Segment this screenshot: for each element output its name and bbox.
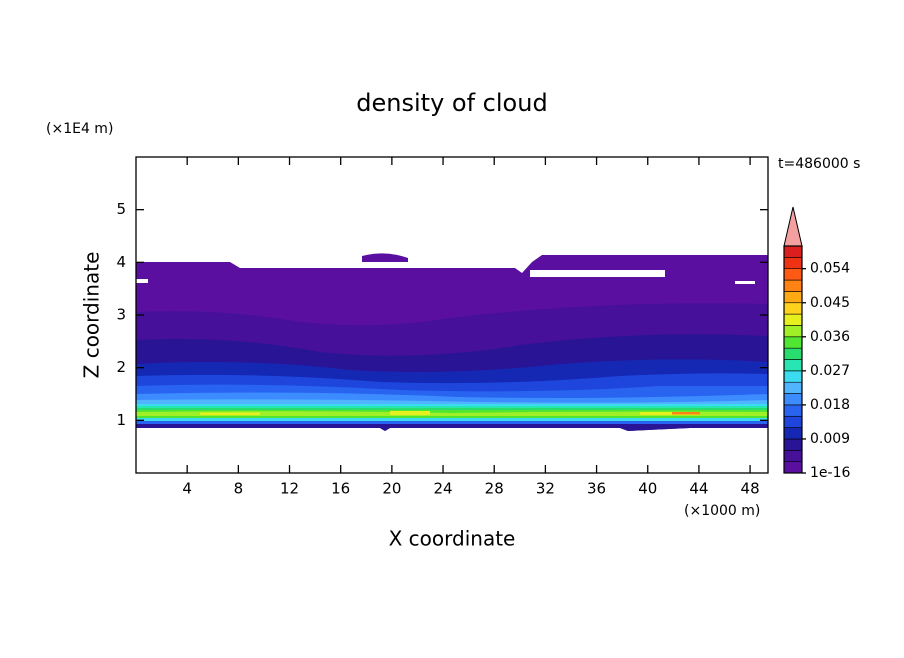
x-tick-label: 8 (234, 480, 244, 498)
cloud-gap (136, 279, 148, 283)
colorbar-segment (783, 415, 803, 428)
y-axis-title: Z coordinate (80, 252, 104, 379)
colorbar-tick-label: 0.054 (810, 261, 850, 277)
y-unit: (×1E4 m) (46, 121, 113, 137)
contour-field (136, 253, 768, 431)
time-label: t=486000 s (778, 156, 860, 172)
colorbar-segment (783, 279, 803, 292)
x-unit: (×1000 m) (684, 503, 760, 519)
x-tick-label: 44 (689, 480, 708, 498)
colorbar-segment (783, 438, 803, 451)
colorbar-segment (783, 461, 803, 474)
y-tick-label: 5 (116, 200, 126, 218)
contour-band (136, 411, 768, 416)
contour-band (136, 424, 768, 431)
colorbar-segment (783, 302, 803, 315)
plot-frame (135, 156, 769, 474)
colorbar-tick-label: 0.018 (810, 397, 850, 413)
colorbar-segment (783, 268, 803, 281)
x-tick-label: 4 (182, 480, 192, 498)
contour-band (672, 412, 700, 415)
colorbar-segment (783, 313, 803, 326)
colorbar-segment (783, 359, 803, 372)
contour-band (136, 421, 768, 424)
colorbar-tick-label: 0.009 (810, 431, 850, 447)
x-tick-label: 20 (382, 480, 401, 498)
chart-title: density of cloud (356, 89, 547, 117)
y-tick-label: 3 (116, 306, 126, 324)
cloud-gap (530, 270, 665, 277)
colorbar-segment (783, 245, 803, 258)
colorbar-segment (783, 291, 803, 304)
colorbar-extend (783, 206, 803, 247)
x-tick-label: 16 (331, 480, 350, 498)
y-tick-label: 4 (116, 253, 126, 271)
x-tick-label: 28 (485, 480, 504, 498)
colorbar-tick-label: 0.036 (810, 329, 850, 345)
x-tick-label: 36 (587, 480, 606, 498)
colorbar-segment (783, 325, 803, 338)
x-tick-label: 40 (638, 480, 657, 498)
colorbar-segment (783, 404, 803, 417)
x-tick-label: 24 (433, 480, 452, 498)
colorbar-tick-label: 0.045 (810, 295, 850, 311)
y-tick-label: 1 (116, 411, 126, 429)
colorbar-segment (783, 381, 803, 394)
colorbar-segment (783, 347, 803, 360)
x-tick-label: 12 (280, 480, 299, 498)
x-tick-label: 48 (741, 480, 760, 498)
colorbar-segment (783, 427, 803, 440)
x-axis-title: X coordinate (389, 527, 516, 551)
contour-band (136, 418, 768, 421)
contour-band (200, 411, 700, 415)
colorbar-segment (783, 393, 803, 406)
colorbar-tick-label: 0.027 (810, 363, 850, 379)
colorbar-tick-label: 1e-16 (810, 465, 850, 481)
colorbar-segment (783, 370, 803, 383)
y-tick-label: 2 (116, 358, 126, 376)
cloud-gap (735, 281, 755, 284)
colorbar-frame (783, 245, 803, 474)
contour-band (362, 253, 408, 262)
colorbar-segment (783, 449, 803, 462)
x-tick-label: 32 (536, 480, 555, 498)
colorbar-segment (783, 257, 803, 270)
colorbar-segment (783, 336, 803, 349)
